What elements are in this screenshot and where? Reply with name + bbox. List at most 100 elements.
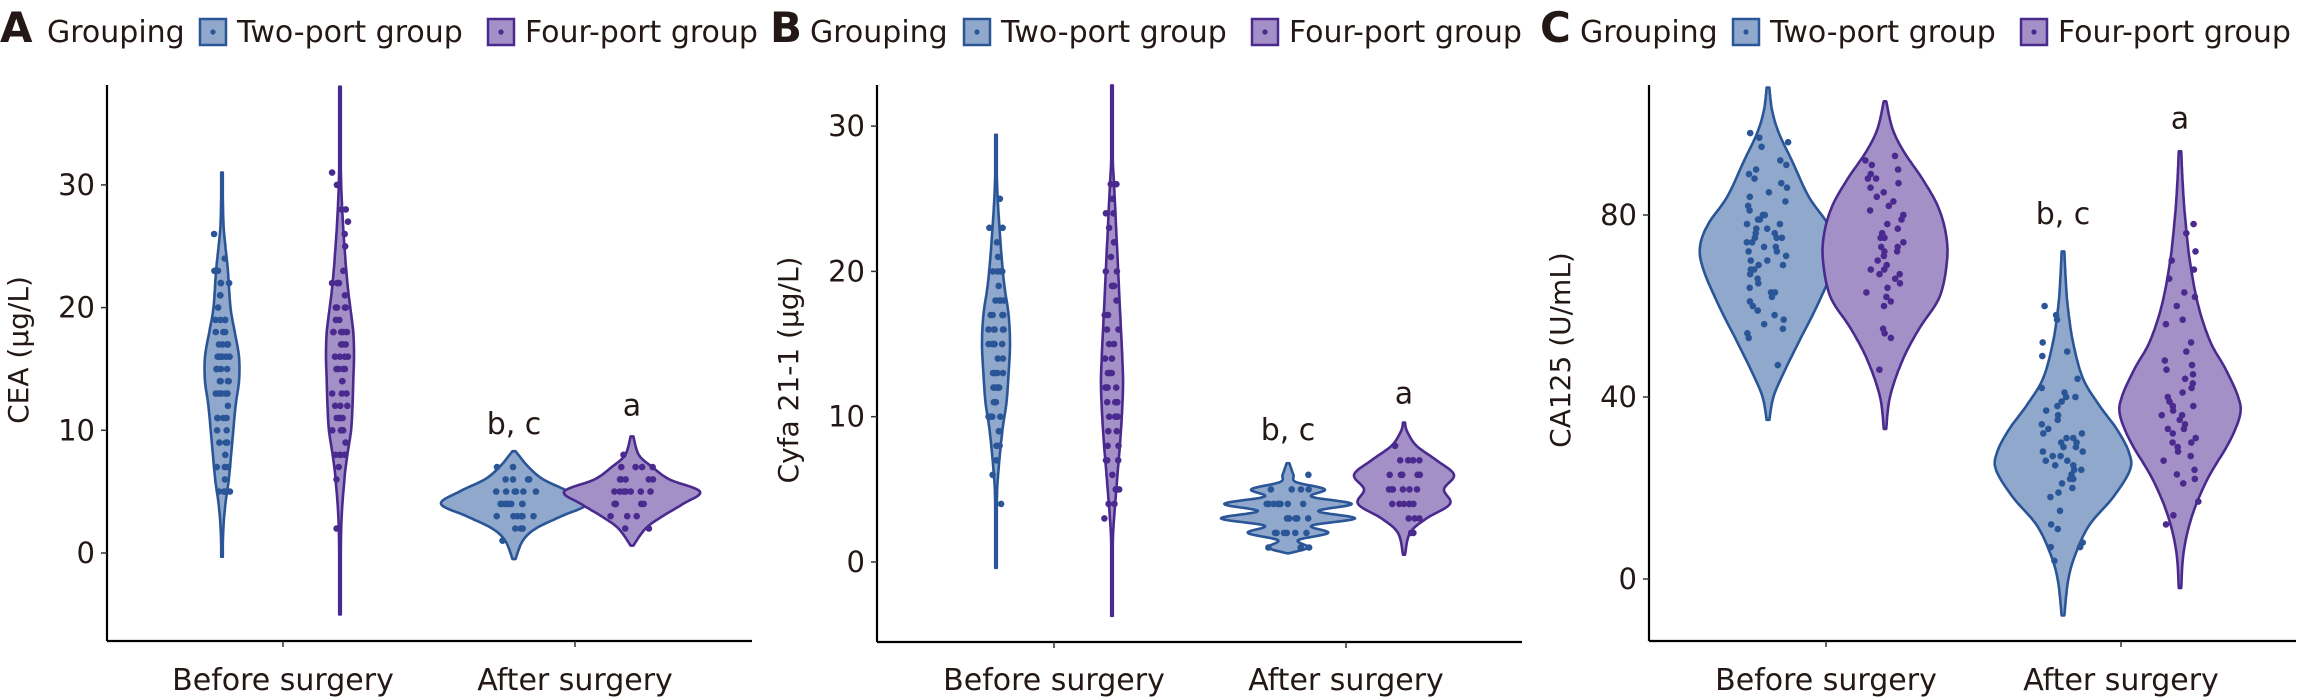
- data-point-four-port: [1416, 515, 1423, 522]
- data-point-two-port: [519, 525, 526, 532]
- data-point-two-port: [224, 402, 232, 410]
- data-point-four-port: [1876, 270, 1883, 278]
- legend-label-four-port: Four-port group: [2058, 15, 2291, 50]
- violin-two-port-after: [1219, 461, 1357, 555]
- data-point-four-port: [342, 341, 350, 348]
- data-point-two-port: [1744, 330, 1751, 337]
- data-point-four-port: [1105, 340, 1113, 348]
- y-tick-label: 40: [1600, 380, 1637, 414]
- data-point-four-port: [1110, 340, 1118, 348]
- violin-four-port-before: [1099, 84, 1125, 618]
- legend-title: Grouping: [47, 15, 185, 50]
- data-point-four-port: [2187, 452, 2194, 460]
- data-point-two-port: [1778, 179, 1785, 187]
- data-point-four-port: [1399, 486, 1407, 493]
- data-point-two-port: [504, 500, 512, 508]
- data-point-four-port: [328, 390, 336, 397]
- data-point-four-port: [2161, 357, 2169, 364]
- data-point-two-port: [997, 500, 1005, 508]
- data-point-two-port: [992, 297, 999, 304]
- data-point-two-port: [1305, 471, 1312, 479]
- data-point-four-port: [1900, 239, 1907, 246]
- data-point-two-port: [222, 353, 230, 361]
- data-point-four-port: [1102, 210, 1110, 217]
- data-point-four-port: [2179, 316, 2186, 324]
- data-point-four-port: [336, 353, 344, 361]
- data-point-two-port: [1277, 500, 1284, 508]
- data-point-two-port: [224, 463, 232, 471]
- data-point-two-port: [1754, 307, 1761, 314]
- data-point-four-port: [2192, 248, 2199, 255]
- panel-letter-a: A: [0, 3, 33, 52]
- data-point-four-port: [1880, 189, 1887, 196]
- data-point-four-port: [618, 463, 625, 471]
- data-point-two-port: [223, 427, 230, 434]
- data-point-two-port: [2042, 457, 2050, 465]
- data-point-four-port: [2160, 457, 2167, 465]
- data-point-four-port: [341, 230, 349, 238]
- data-point-two-port: [2058, 398, 2065, 405]
- data-point-four-port: [335, 463, 343, 471]
- data-point-two-port: [221, 255, 228, 262]
- data-point-four-port: [1866, 207, 1874, 214]
- data-point-four-port: [1103, 326, 1111, 333]
- data-point-four-port: [1894, 243, 1901, 251]
- data-point-four-port: [337, 451, 344, 459]
- y-tick-label: 0: [77, 536, 95, 570]
- data-point-four-port: [1894, 166, 1902, 173]
- x-tick-label-before: Before surgery: [172, 663, 394, 698]
- data-point-four-port: [632, 463, 639, 471]
- data-point-two-port: [1299, 500, 1307, 508]
- data-point-four-port: [339, 377, 346, 385]
- data-point-two-port: [2064, 457, 2071, 465]
- legend-key-four-port: [2019, 17, 2049, 47]
- data-point-four-port: [1874, 257, 1881, 264]
- data-point-four-port: [2173, 302, 2181, 310]
- data-point-four-port: [1414, 471, 1421, 479]
- data-point-two-port: [2061, 389, 2068, 396]
- data-point-two-port: [509, 463, 517, 471]
- data-point-two-port: [1743, 220, 1751, 228]
- data-point-four-port: [2163, 366, 2170, 374]
- legend: Grouping Two-port group Four-port group: [47, 15, 758, 50]
- data-point-four-port: [1104, 442, 1111, 450]
- data-point-four-port: [342, 206, 350, 213]
- data-point-four-port: [1884, 220, 1891, 228]
- data-point-two-port: [217, 279, 225, 287]
- data-point-two-port: [511, 488, 519, 495]
- legend: Grouping Two-port group Four-port group: [810, 15, 1522, 50]
- data-point-two-port: [1297, 544, 1305, 551]
- data-point-two-port: [986, 224, 993, 232]
- data-point-four-port: [645, 525, 653, 532]
- significance-label: a: [2171, 102, 2189, 137]
- data-point-four-port: [342, 304, 350, 311]
- data-point-four-port: [1867, 266, 1875, 273]
- data-point-four-port: [1896, 270, 1903, 278]
- data-point-four-port: [344, 218, 352, 225]
- data-point-four-port: [1885, 202, 1893, 210]
- data-point-two-port: [1765, 189, 1773, 196]
- data-point-two-port: [2054, 402, 2061, 410]
- y-tick-label: 0: [847, 545, 865, 579]
- data-point-two-port: [222, 451, 229, 459]
- data-point-four-port: [1109, 195, 1117, 203]
- data-point-two-port: [999, 224, 1006, 232]
- legend-label-two-port: Two-port group: [236, 15, 463, 50]
- data-point-four-port: [607, 512, 614, 520]
- data-point-two-port: [1288, 486, 1295, 493]
- y-tick-label: 30: [828, 109, 865, 143]
- data-point-four-port: [2178, 411, 2186, 419]
- legend-key-two-port: [962, 17, 992, 47]
- data-point-four-port: [2164, 393, 2172, 401]
- data-point-two-port: [1745, 170, 1753, 178]
- data-point-two-port: [2051, 462, 2059, 469]
- data-point-two-port: [985, 326, 992, 333]
- data-point-two-port: [2038, 384, 2046, 392]
- data-point-four-port: [1111, 500, 1118, 508]
- data-point-two-port: [214, 304, 222, 311]
- data-point-four-port: [1887, 334, 1895, 342]
- legend-label-two-port: Two-port group: [1000, 15, 1227, 50]
- y-axis-title: Cyfa 21-1 (μg/L): [772, 257, 805, 484]
- data-point-four-port: [2169, 430, 2177, 437]
